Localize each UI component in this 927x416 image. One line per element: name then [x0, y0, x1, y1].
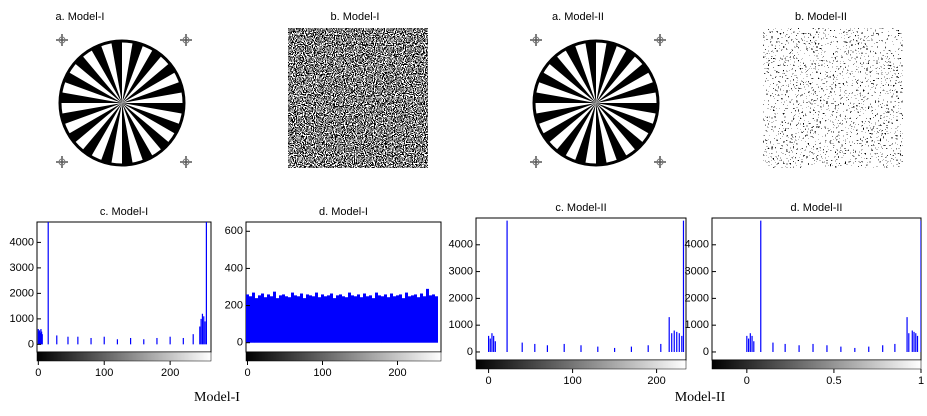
y-tick-label: 3000 — [10, 262, 34, 274]
gray-strip — [246, 352, 441, 361]
image-title: a. Model-I — [56, 11, 105, 23]
caption: Model-II — [675, 390, 726, 405]
y-tick-label: 3000 — [449, 265, 473, 277]
y-tick-label: 2000 — [685, 292, 709, 304]
star-image — [56, 34, 192, 168]
image-title: b. Model-II — [795, 11, 847, 23]
image-title: b. Model-I — [331, 11, 380, 23]
noise-image — [763, 28, 903, 168]
x-tick-label: 200 — [388, 367, 406, 379]
y-tick-label: 3000 — [685, 265, 709, 277]
y-tick-label: 4000 — [449, 239, 473, 251]
chart-title: d. Model-I — [319, 206, 368, 218]
y-tick-label: 0 — [467, 346, 473, 358]
gray-strip — [712, 360, 921, 369]
y-tick-label: 0 — [703, 346, 709, 358]
crosshair — [654, 34, 666, 46]
y-tick-label: 1000 — [10, 313, 34, 325]
x-tick-label: 200 — [161, 367, 179, 379]
crosshair — [56, 156, 68, 168]
caption: Model-I — [194, 390, 240, 405]
y-tick-label: 2000 — [449, 292, 473, 304]
x-tick-label: 1 — [918, 375, 924, 387]
y-tick-label: 2000 — [10, 287, 34, 299]
x-tick-label: 100 — [95, 367, 113, 379]
y-tick-label: 4000 — [685, 239, 709, 251]
gray-strip — [476, 360, 686, 369]
y-tick-label: 4000 — [10, 236, 34, 248]
x-tick-label: 0 — [744, 375, 750, 387]
y-tick-label: 600 — [225, 225, 243, 237]
x-tick-label: 200 — [647, 375, 665, 387]
x-tick-label: 100 — [563, 375, 581, 387]
gray-strip — [37, 352, 211, 361]
chart-title: c. Model-I — [100, 206, 148, 218]
x-tick-label: 0 — [244, 367, 250, 379]
y-tick-label: 200 — [225, 299, 243, 311]
y-tick-label: 1000 — [449, 319, 473, 331]
x-tick-label: 0 — [486, 375, 492, 387]
chart-title: c. Model-II — [555, 202, 606, 214]
image-title: a. Model-II — [552, 11, 604, 23]
y-tick-label: 1000 — [685, 319, 709, 331]
crosshair — [654, 156, 666, 168]
figure: a. Model-I b. Model-I a. Model-II b. Mod… — [0, 0, 927, 411]
x-tick-label: 0.5 — [826, 375, 841, 387]
x-tick-label: 100 — [313, 367, 331, 379]
y-tick-label: 0 — [28, 338, 34, 350]
crosshair — [180, 34, 192, 46]
noise-image — [288, 28, 428, 168]
crosshair — [530, 156, 542, 168]
plot-area — [712, 218, 921, 360]
crosshair — [56, 34, 68, 46]
x-tick-label: 0 — [35, 367, 41, 379]
chart-title: d. Model-II — [791, 202, 843, 214]
crosshair — [180, 156, 192, 168]
plot-area — [37, 222, 211, 352]
bars — [248, 289, 437, 343]
star-image — [530, 34, 666, 168]
y-tick-label: 0 — [237, 337, 243, 349]
page: a. Model-I b. Model-I a. Model-II b. Mod… — [0, 0, 927, 416]
crosshair — [530, 34, 542, 46]
y-tick-label: 400 — [225, 262, 243, 274]
